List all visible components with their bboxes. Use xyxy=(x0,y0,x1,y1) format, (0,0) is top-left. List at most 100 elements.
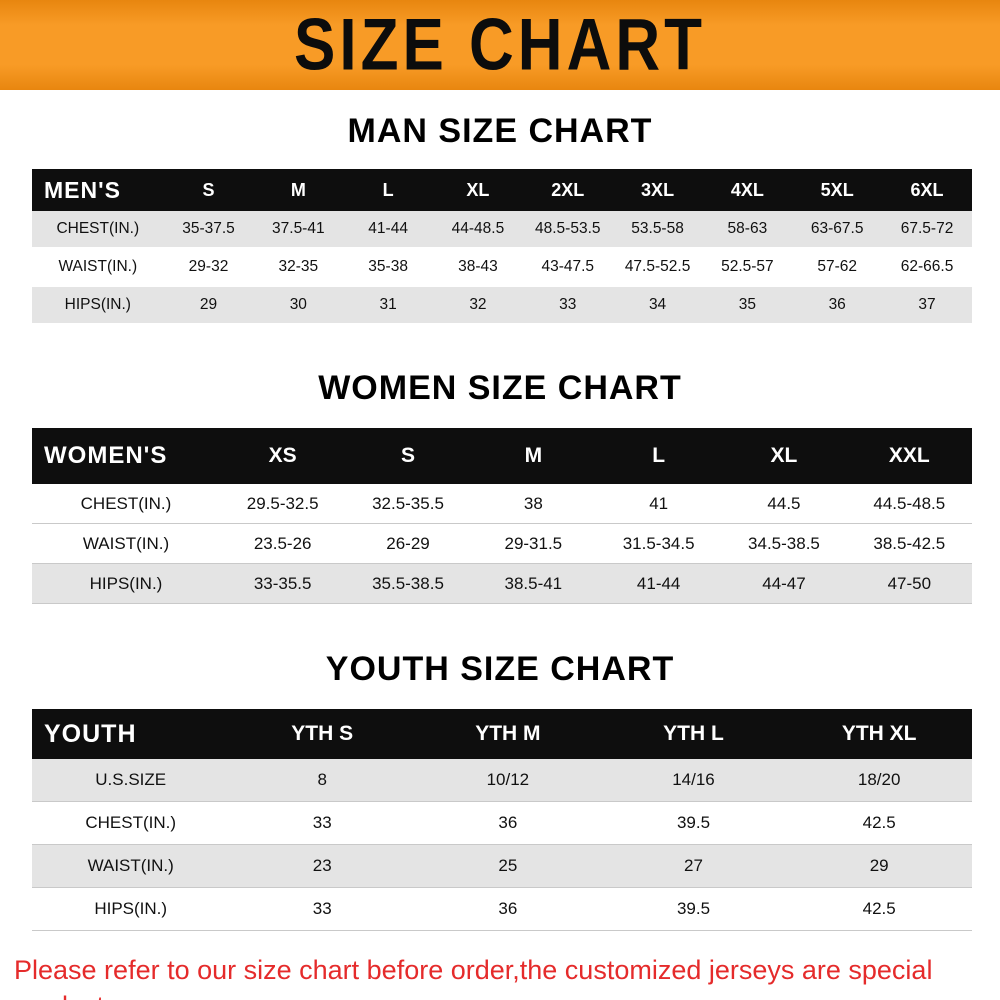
table-cell: 41 xyxy=(595,484,722,524)
table-cell: 31 xyxy=(343,286,434,325)
table-cell: 29.5-32.5 xyxy=(220,484,346,524)
row-label: CHEST(IN.) xyxy=(32,211,164,249)
table-cell: 36 xyxy=(415,801,601,845)
size-column-header: XL xyxy=(433,169,523,211)
table-row: WAIST(IN.) 29-32 32-35 35-38 38-43 43-47.5 47.… xyxy=(32,248,972,287)
table-cell: 52.5-57 xyxy=(702,248,793,287)
table-cell: 47-50 xyxy=(846,563,972,604)
table-cell: 44.5 xyxy=(721,484,847,524)
table-cell: 35 xyxy=(702,286,793,325)
table-cell: 34 xyxy=(612,286,703,325)
table-cell: 10/12 xyxy=(415,759,601,802)
row-label: HIPS(IN.) xyxy=(32,887,230,931)
size-column-header: 3XL xyxy=(612,169,703,211)
size-column-header: YTH L xyxy=(600,709,787,759)
size-column-header: 2XL xyxy=(522,169,613,211)
size-column-header: XL xyxy=(721,428,847,484)
table-row: HIPS(IN.) 33-35.5 35.5-38.5 38.5-41 41-44 44-… xyxy=(32,563,972,604)
man-size-table: MEN'S S M L XL 2XL 3XL 4XL 5XL 6XL CHEST(IN.) 35-37… xyxy=(32,169,972,325)
size-column-header: YTH S xyxy=(229,709,416,759)
row-label: WAIST(IN.) xyxy=(32,523,220,564)
row-label: HIPS(IN.) xyxy=(32,563,220,604)
table-cell: 18/20 xyxy=(786,759,972,802)
table-cell: 23.5-26 xyxy=(220,523,346,564)
women-size-chart-heading: WOMEN SIZE CHART xyxy=(318,369,682,407)
row-label: WAIST(IN.) xyxy=(32,844,230,888)
table-cell: 48.5-53.5 xyxy=(522,211,613,249)
size-column-header: S xyxy=(345,428,471,484)
table-cell: 58-63 xyxy=(702,211,793,249)
table-cell: 44.5-48.5 xyxy=(846,484,972,524)
table-cell: 39.5 xyxy=(600,887,787,931)
size-column-header: YTH XL xyxy=(786,709,972,759)
table-cell: 32.5-35.5 xyxy=(345,484,471,524)
size-column-header: 6XL xyxy=(882,169,972,211)
table-cell: 14/16 xyxy=(600,759,787,802)
table-cell: 42.5 xyxy=(786,887,972,931)
table-header-label: WOMEN'S xyxy=(32,428,220,484)
size-column-header: L xyxy=(595,428,722,484)
row-label: U.S.SIZE xyxy=(32,759,230,802)
row-label: HIPS(IN.) xyxy=(32,286,164,325)
table-cell: 67.5-72 xyxy=(882,211,972,249)
table-cell: 26-29 xyxy=(345,523,471,564)
table-cell: 42.5 xyxy=(786,801,972,845)
table-cell: 41-44 xyxy=(343,211,434,249)
table-cell: 23 xyxy=(229,844,416,888)
table-cell: 41-44 xyxy=(595,563,722,604)
size-column-header: M xyxy=(253,169,344,211)
row-label: CHEST(IN.) xyxy=(32,484,220,524)
size-column-header: XXL xyxy=(846,428,972,484)
table-cell: 29-32 xyxy=(163,248,254,287)
size-column-header: M xyxy=(470,428,596,484)
table-cell: 34.5-38.5 xyxy=(721,523,847,564)
footer-disclaimer-line1: Please refer to our size chart before or… xyxy=(14,955,933,1000)
table-cell: 35-37.5 xyxy=(163,211,254,249)
women-size-table: WOMEN'S XS S M L XL XXL CHEST(IN.) 29.5-32.5 32.5… xyxy=(32,428,972,604)
size-chart-banner: SIZE CHART xyxy=(0,0,1000,90)
table-row: WAIST(IN.) 23 25 27 29 xyxy=(32,844,972,888)
table-cell: 35-38 xyxy=(343,248,434,287)
table-cell: 38.5-42.5 xyxy=(846,523,972,564)
table-cell: 47.5-52.5 xyxy=(612,248,703,287)
table-cell: 36 xyxy=(415,887,601,931)
table-cell: 38.5-41 xyxy=(470,563,596,604)
table-row: HIPS(IN.) 29 30 31 32 33 34 35 36 37 xyxy=(32,286,972,325)
table-header-row: WOMEN'S XS S M L XL XXL xyxy=(32,428,972,484)
size-column-header: YTH M xyxy=(415,709,601,759)
man-size-chart-heading: MAN SIZE CHART xyxy=(347,112,653,150)
table-cell: 29 xyxy=(786,844,972,888)
table-cell: 57-62 xyxy=(792,248,883,287)
table-cell: 31.5-34.5 xyxy=(595,523,722,564)
table-cell: 30 xyxy=(253,286,344,325)
table-header-label: YOUTH xyxy=(32,709,230,759)
table-cell: 33 xyxy=(522,286,613,325)
size-column-header: 4XL xyxy=(702,169,793,211)
table-cell: 44-48.5 xyxy=(433,211,523,249)
size-column-header: S xyxy=(163,169,254,211)
table-row: CHEST(IN.) 33 36 39.5 42.5 xyxy=(32,801,972,845)
youth-size-table-wrap: YOUTH YTH S YTH M YTH L YTH XL U.S.SIZE 8 10/12… xyxy=(0,709,1000,931)
table-cell: 38-43 xyxy=(433,248,523,287)
table-cell: 63-67.5 xyxy=(792,211,883,249)
size-column-header: L xyxy=(343,169,434,211)
youth-size-chart-heading: YOUTH SIZE CHART xyxy=(325,650,675,688)
table-row: HIPS(IN.) 33 36 39.5 42.5 xyxy=(32,887,972,931)
table-cell: 29 xyxy=(163,286,254,325)
table-row: CHEST(IN.) 35-37.5 37.5-41 41-44 44-48.5 48.5… xyxy=(32,211,972,249)
table-row: U.S.SIZE 8 10/12 14/16 18/20 xyxy=(32,759,972,802)
women-size-table-wrap: WOMEN'S XS S M L XL XXL CHEST(IN.) 29.5-32.5 32.5… xyxy=(0,428,1000,604)
table-cell: 38 xyxy=(470,484,596,524)
size-column-header: 5XL xyxy=(792,169,883,211)
table-cell: 33 xyxy=(229,887,416,931)
table-row: WAIST(IN.) 23.5-26 26-29 29-31.5 31.5-34.5 34… xyxy=(32,523,972,564)
table-cell: 27 xyxy=(600,844,787,888)
youth-size-table: YOUTH YTH S YTH M YTH L YTH XL U.S.SIZE 8 10/12… xyxy=(32,709,972,931)
banner-title: SIZE CHART xyxy=(294,4,706,86)
table-cell: 35.5-38.5 xyxy=(345,563,471,604)
table-cell: 29-31.5 xyxy=(470,523,596,564)
table-cell: 44-47 xyxy=(721,563,847,604)
table-cell: 62-66.5 xyxy=(882,248,972,287)
table-cell: 53.5-58 xyxy=(612,211,703,249)
table-cell: 8 xyxy=(229,759,416,802)
